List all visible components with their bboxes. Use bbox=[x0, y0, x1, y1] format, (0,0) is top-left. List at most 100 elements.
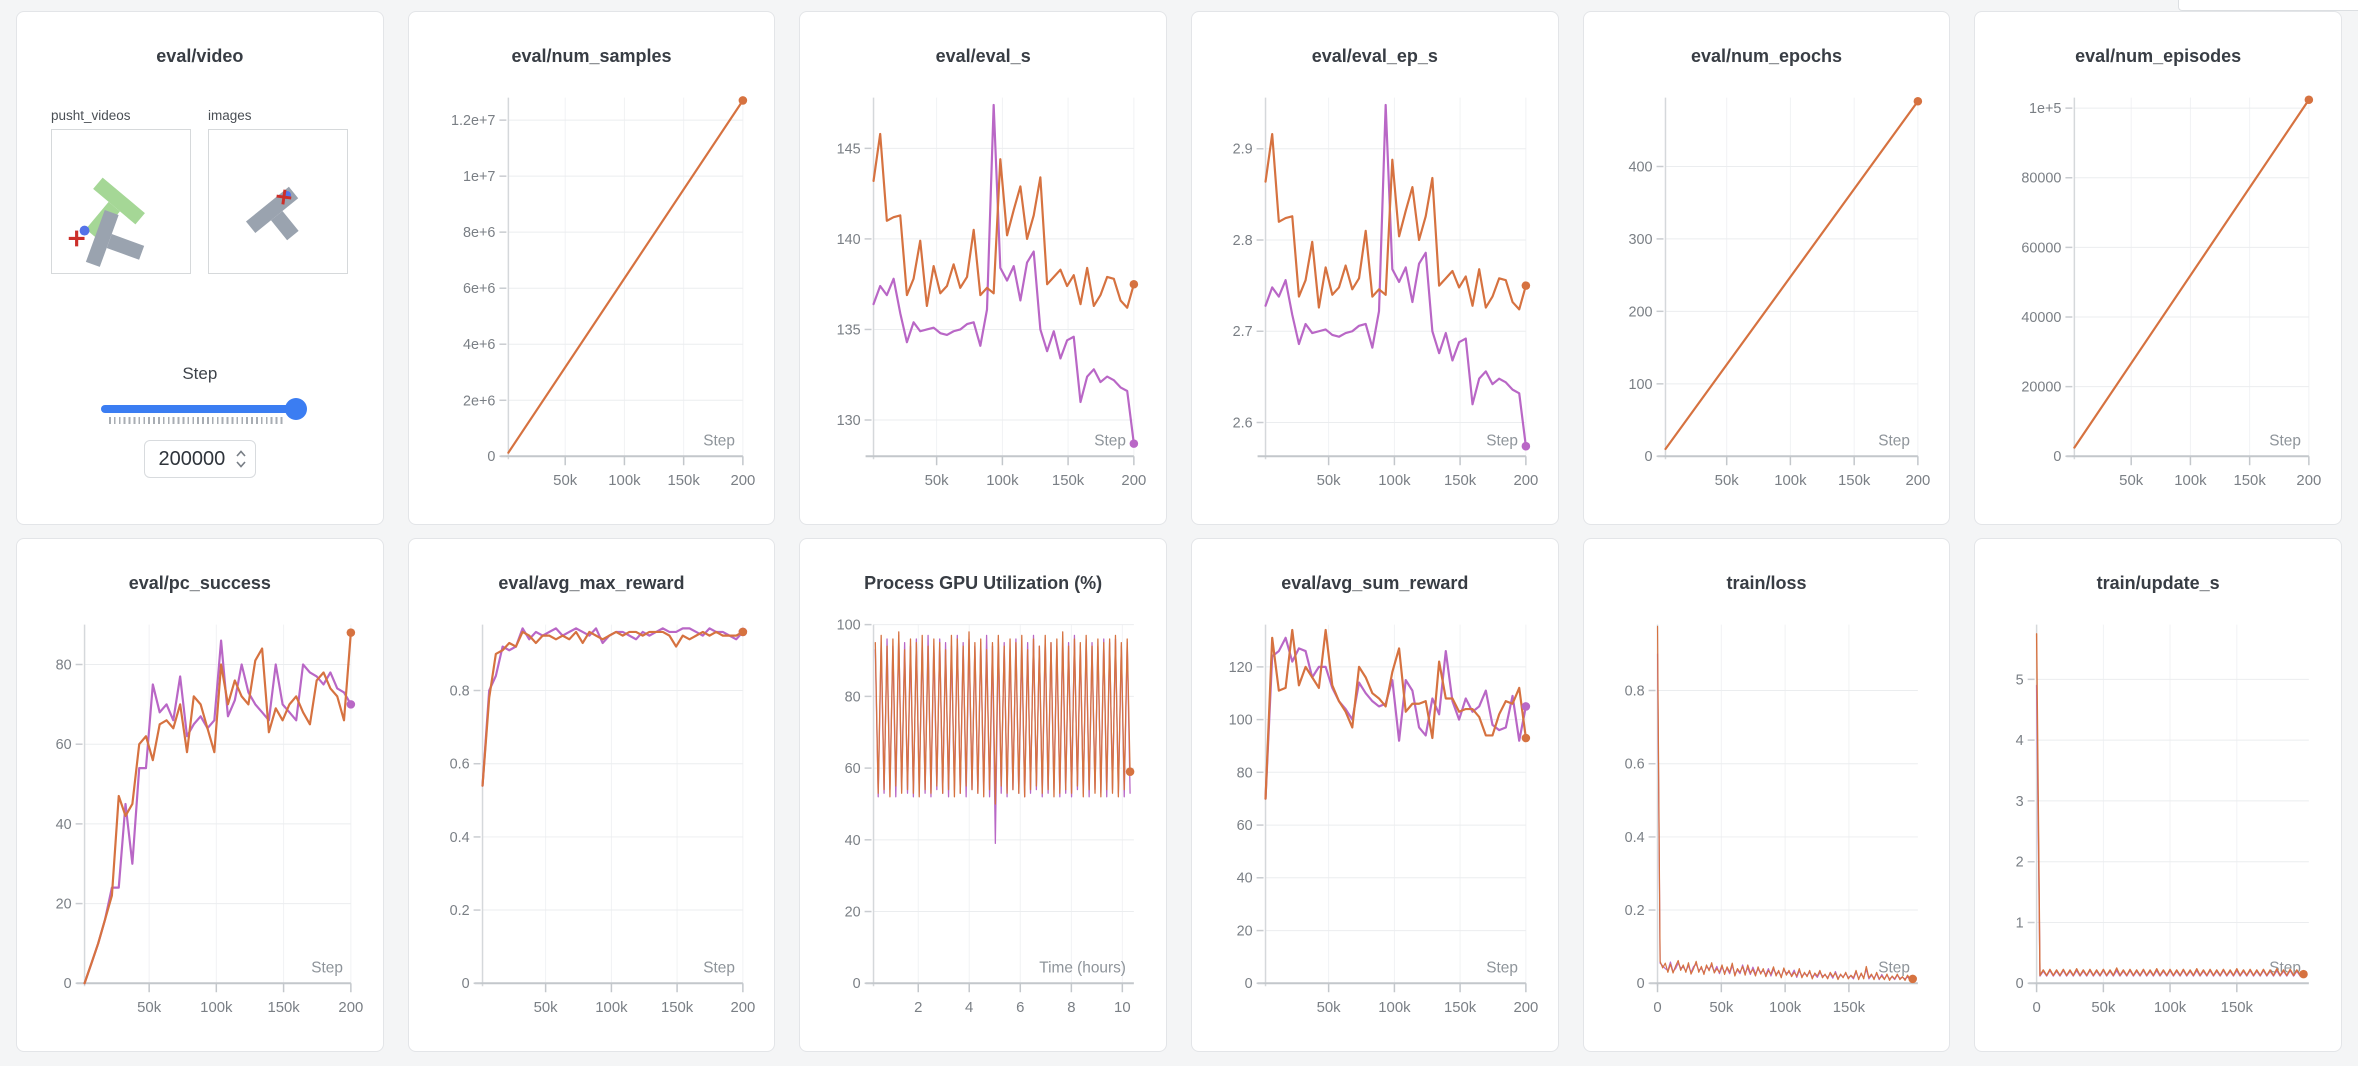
gridlines bbox=[1657, 624, 1918, 984]
chart-canvas-train-update-s[interactable]: 0 50k 100k 150k 0 1 2 3 4 5 Step bbox=[1975, 539, 2341, 1051]
series-end-dot-run-orange bbox=[1908, 974, 1917, 984]
y-tick-label: 2.6 bbox=[1233, 415, 1253, 431]
x-tick-label: 50k bbox=[533, 999, 558, 1016]
chart-canvas-eval-avg-sum-reward[interactable]: 50k 100k 150k 200 0 20 40 60 80 100 120 Step bbox=[1192, 539, 1558, 1051]
stepper-chevrons-icon[interactable] bbox=[235, 447, 247, 471]
y-tick-label: 0.2 bbox=[449, 903, 469, 919]
y-tick-label: 100 bbox=[1229, 713, 1253, 729]
media-thumbnail-images[interactable] bbox=[208, 129, 348, 274]
chart-canvas-eval-num-samples[interactable]: 50k 100k 150k 200 0 2e+6 4e+6 6e+6 8e+6 1e+7 1.2e+… bbox=[409, 12, 775, 524]
axes bbox=[1256, 97, 1527, 466]
tick-labels: 50k 100k 150k 200 130 135 140 145 bbox=[837, 141, 1147, 489]
x-tick-label: 4 bbox=[965, 999, 973, 1016]
y-tick-label: 2.8 bbox=[1233, 233, 1253, 249]
panel-eval-eval-ep-s: eval/eval_ep_s 50k 100k 150k 200 2.6 2.7 2.8 2.… bbox=[1190, 11, 1559, 525]
series-end-dot-run-purple bbox=[346, 700, 356, 709]
x-tick-label: 6 bbox=[1016, 999, 1024, 1016]
x-tick-label: 50k bbox=[1317, 472, 1342, 489]
images-frame bbox=[245, 186, 299, 241]
chart-canvas-eval-eval-s[interactable]: 50k 100k 150k 200 130 135 140 145 Step bbox=[800, 12, 1166, 524]
y-tick-label: 140 bbox=[837, 232, 861, 248]
tick-labels: 50k 100k 150k 200 0 0.2 0.4 0.6 0.8 bbox=[449, 683, 755, 1016]
gridlines bbox=[482, 624, 744, 984]
series-line-run-orange bbox=[506, 99, 744, 454]
axes bbox=[1648, 624, 1918, 993]
y-tick-label: 8e+6 bbox=[463, 225, 495, 241]
panel-eval-eval-s: eval/eval_s 50k 100k 150k 200 130 135 140 145 St… bbox=[799, 11, 1167, 525]
y-tick-label: 0 bbox=[2054, 449, 2062, 465]
series-line-run-orange bbox=[83, 631, 352, 985]
x-tick-label: 100k bbox=[1774, 472, 1807, 489]
y-tick-label: 2 bbox=[2016, 855, 2024, 871]
y-tick-label: 120 bbox=[1229, 660, 1253, 676]
chart-plot[interactable]: 50k 100k 150k 200 0 100 200 300 400 Step bbox=[1584, 12, 1950, 524]
y-tick-label: 2e+6 bbox=[463, 393, 495, 409]
panel-eval-avg-max-reward: eval/avg_max_reward 50k 100k 150k 200 0 0.2 0.… bbox=[407, 538, 776, 1052]
x-tick-label: 50k bbox=[553, 472, 578, 489]
series-end-dot-run-orange bbox=[1521, 733, 1531, 743]
axes bbox=[499, 97, 744, 466]
series-line-run-purple bbox=[481, 627, 744, 787]
step-slider-ruler bbox=[108, 417, 285, 424]
chart-plot[interactable]: 50k 100k 150k 200 0 0.2 0.4 0.6 0.8 Step bbox=[409, 539, 775, 1051]
x-tick-label: 0 bbox=[2033, 999, 2041, 1016]
y-tick-label: 0 bbox=[2016, 976, 2024, 992]
step-slider-thumb[interactable] bbox=[284, 398, 307, 420]
step-input-value[interactable] bbox=[148, 446, 235, 472]
panel-eval-avg-sum-reward: eval/avg_sum_reward 50k 100k 150k 200 0 20 40 6… bbox=[1190, 538, 1559, 1052]
series-line-run-orange bbox=[1264, 133, 1527, 311]
x-tick-label: 150k bbox=[267, 999, 300, 1016]
chart-plot[interactable]: 50k 100k 150k 200 0 2e+6 4e+6 6e+6 8e+6 1e+7 1.2e+… bbox=[409, 12, 775, 524]
media-key-images: images bbox=[208, 108, 252, 123]
tick-labels: 0 50k 100k 150k 0 1 2 3 4 5 bbox=[2016, 672, 2254, 1016]
x-tick-label: 150k bbox=[1832, 999, 1865, 1016]
x-tick-label: 0 bbox=[1653, 999, 1661, 1016]
axes bbox=[2065, 97, 2310, 466]
step-slider-label: Step bbox=[182, 364, 218, 383]
panel-train-update-s: train/update_s 0 50k 100k 150k 0 1 2 3 4 5 Step bbox=[1974, 538, 2342, 1052]
chart-title: eval/avg_sum_reward bbox=[1281, 573, 1469, 593]
y-tick-label: 0 bbox=[461, 976, 469, 992]
panel-process-gpu-utilization: Process GPU Utilization (%) 2 4 6 8 10 0 20 40 6… bbox=[799, 538, 1167, 1052]
chart-canvas-eval-num-epochs[interactable]: 50k 100k 150k 200 0 100 200 300 400 Step bbox=[1584, 12, 1950, 524]
x-tick-label: 50k bbox=[137, 999, 162, 1016]
panel-eval-num-samples: eval/num_samples 50k 100k 150k 200 0 2e+6 4e+6… bbox=[407, 11, 776, 525]
chart-plot[interactable]: 50k 100k 150k 200 130 135 140 145 Step bbox=[800, 12, 1166, 524]
series-line-run-orange bbox=[481, 630, 744, 787]
x-axis-label: Step bbox=[1878, 959, 1910, 976]
chart-plot[interactable]: 50k 100k 150k 200 0 20000 40000 60000 80000 1e+5 S… bbox=[1975, 12, 2341, 524]
step-slider-track[interactable] bbox=[100, 405, 299, 413]
chart-plot[interactable]: 50k 100k 150k 200 0 20 40 60 80 Step bbox=[17, 539, 383, 1051]
chart-plot[interactable]: 50k 100k 150k 200 0 20 40 60 80 100 120 Step bbox=[1192, 539, 1558, 1051]
y-tick-label: 0 bbox=[64, 976, 72, 992]
chart-title: train/update_s bbox=[2096, 573, 2220, 593]
chart-canvas-eval-pc-success[interactable]: 50k 100k 150k 200 0 20 40 60 80 Step bbox=[17, 539, 383, 1051]
y-tick-label: 80 bbox=[56, 657, 72, 673]
series-end-dot-run-purple bbox=[1521, 441, 1531, 451]
x-tick-label: 50k bbox=[925, 472, 950, 489]
y-tick-label: 100 bbox=[837, 618, 861, 634]
y-tick-label: 0.8 bbox=[449, 683, 469, 699]
y-tick-label: 1 bbox=[2016, 915, 2024, 931]
chart-plot[interactable]: 50k 100k 150k 200 2.6 2.7 2.8 2.9 Step bbox=[1192, 12, 1558, 524]
step-input[interactable] bbox=[143, 440, 256, 478]
chart-canvas-eval-avg-max-reward[interactable]: 50k 100k 150k 200 0 0.2 0.4 0.6 0.8 Step bbox=[409, 539, 775, 1051]
panel-train-loss: train/loss 0 50k 100k 150k 0 0.2 0.4 0.6 0.8 Step bbox=[1582, 538, 1951, 1052]
chart-canvas-eval-num-episodes[interactable]: 50k 100k 150k 200 0 20000 40000 60000 80000 1e+5 S… bbox=[1975, 12, 2341, 524]
step-slider[interactable] bbox=[100, 398, 307, 427]
chevron-up-icon[interactable] bbox=[236, 450, 246, 457]
x-tick-label: 8 bbox=[1068, 999, 1076, 1016]
chart-plot[interactable]: 0 50k 100k 150k 0 0.2 0.4 0.6 0.8 Step bbox=[1584, 539, 1950, 1051]
y-tick-label: 145 bbox=[837, 141, 861, 157]
y-tick-label: 5 bbox=[2016, 672, 2024, 688]
media-thumbnail-pusht-videos[interactable] bbox=[51, 129, 191, 274]
chart-canvas-train-loss[interactable]: 0 50k 100k 150k 0 0.2 0.4 0.6 0.8 Step bbox=[1584, 539, 1950, 1051]
chart-canvas-eval-eval-ep-s[interactable]: 50k 100k 150k 200 2.6 2.7 2.8 2.9 Step bbox=[1192, 12, 1558, 524]
agent-dot bbox=[79, 225, 90, 236]
chart-canvas-process-gpu-utilization[interactable]: 2 4 6 8 10 0 20 40 60 80 100 Time (hours) bbox=[800, 539, 1166, 1051]
chevron-down-icon[interactable] bbox=[236, 461, 246, 468]
panel-eval-video: eval/video pusht_videos images bbox=[16, 11, 384, 525]
